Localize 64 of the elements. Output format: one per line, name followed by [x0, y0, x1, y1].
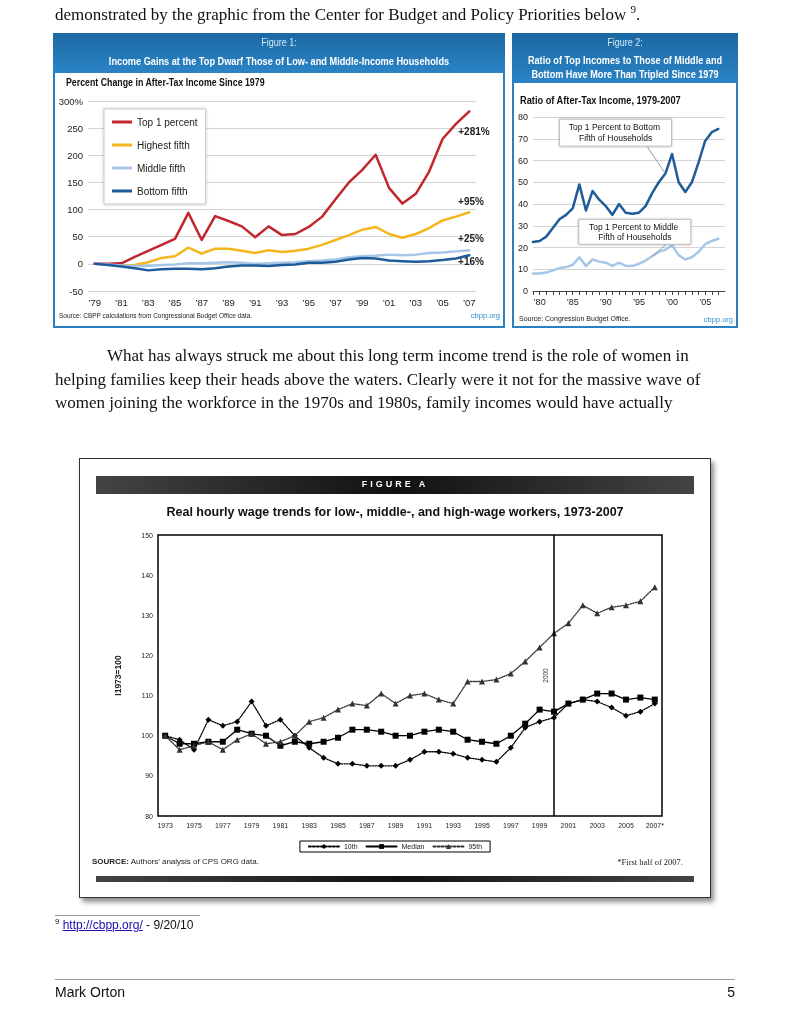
y-tick-label: 40: [517, 199, 528, 209]
x-tick-label: ’83: [141, 296, 155, 308]
annotation: +16%: [457, 256, 485, 268]
x-tick-label: ’95: [632, 296, 645, 307]
y-tick-label: 80: [517, 112, 528, 122]
y-axis-title: Ratio of After-Tax Income, 1979-2007: [520, 94, 682, 108]
x-tick-label: ’85: [168, 296, 182, 308]
x-tick-label: ’95: [302, 296, 316, 308]
text: demonstrated by the graphic from the Center for Budget and Policy Priorities below $^{9}$.: [55, 3, 641, 26]
x-tick-label: ’99: [355, 296, 369, 308]
chart-title: Figure 2:: [606, 37, 644, 49]
x-tick-label: ’91: [248, 296, 262, 308]
x-tick-label: ’01: [382, 296, 396, 308]
y-tick-label: 30: [517, 220, 528, 231]
y-tick-label: 60: [517, 155, 528, 166]
y-tick-label: 200: [67, 149, 83, 161]
annotation: +281%: [457, 126, 491, 138]
source-note: SOURCE: Authors’ analysis of CPS ORG data.: [92, 857, 259, 867]
legend-label: Middle fifth: [137, 162, 186, 174]
legend-label: Top 1 percent: [137, 116, 198, 128]
chart-subtitle: Income Gains at the Top Dwarf Those of Low- and Middle-Income Households: [107, 55, 451, 69]
text: $^{9}$ http://cbpp.org/ - 9/20/10: [55, 917, 194, 933]
text: Mark Orton: [55, 984, 126, 1001]
y-axis-title: Percent Change in After-Tax Income Since 1979: [66, 76, 266, 90]
x-tick-label: ’89: [222, 296, 235, 308]
x-tick-label: ’00: [666, 296, 679, 307]
y-tick-label: 50: [72, 231, 83, 243]
text: 5: [727, 984, 735, 1001]
y-tick-label: 20: [517, 242, 528, 253]
x-tick-label: ’81: [115, 296, 128, 308]
y-tick-label: 10: [517, 264, 528, 275]
y-tick-label: -50: [69, 285, 83, 297]
legend-label: Highest fifth: [137, 139, 190, 151]
x-tick-label: ’97: [329, 296, 342, 308]
series-label: Top 1 Percent to Middle Fifth of Households: [588, 221, 681, 243]
x-tick-label: ’85: [566, 296, 579, 307]
annotation: +25%: [457, 233, 485, 245]
x-tick-label: ’93: [275, 296, 289, 308]
x-tick-label: ’05: [699, 296, 712, 307]
text: *First half of 2007.: [617, 857, 683, 868]
y-tick-label: 0: [522, 286, 528, 296]
chart-title: FIGURE A: [360, 479, 430, 490]
y-axis-title: I1973=100: [112, 655, 123, 696]
x-tick-label: ’79: [88, 296, 102, 308]
x-tick-label: ’07: [462, 296, 476, 308]
text: What has always struck me about this long term income trend is the role of women in helping families keep their heads above the waters. Clearly were it not for the massive wave of women joining the workforce in the 1970s and 1980s, family incomes would have actually: [55, 345, 702, 414]
x-tick-label: ’90: [599, 296, 612, 307]
chart-subtitle: Real hourly wage trends for low-, middle-, and high-wage workers, 1973-2007: [165, 505, 625, 520]
chart-title: Figure 1:: [260, 37, 298, 49]
x-tick-label: ’05: [436, 296, 449, 308]
series-label: Top 1 Percent to Bottom Fifth of Households: [568, 122, 663, 143]
legend-label: Bottom fifth: [137, 185, 188, 197]
y-tick-label: 50: [517, 177, 528, 188]
x-tick-label: ’87: [195, 296, 209, 308]
chart-subtitle: Ratio of Top Incomes to Those of Middle and Bottom Have More Than Tripled Since 1979: [526, 53, 724, 81]
annotation: +95%: [457, 196, 485, 208]
y-tick-label: 150: [67, 176, 83, 188]
y-tick-label: 300%: [58, 95, 84, 107]
y-tick-label: 70: [517, 133, 528, 144]
y-tick-label: 0: [77, 258, 83, 270]
x-tick-label: ’80: [533, 296, 546, 307]
y-tick-label: 250: [67, 122, 83, 134]
x-tick-label: ’03: [409, 296, 423, 308]
y-tick-label: 100: [67, 204, 83, 216]
